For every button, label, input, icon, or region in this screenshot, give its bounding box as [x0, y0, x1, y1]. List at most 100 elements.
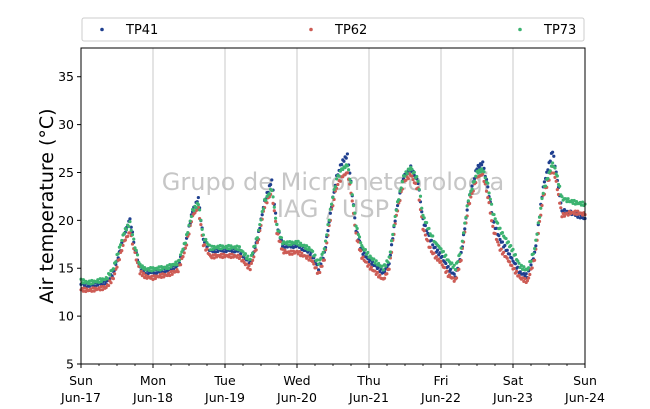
data-point: [530, 266, 534, 270]
data-point: [354, 231, 358, 235]
data-point: [493, 232, 497, 236]
data-point: [507, 260, 512, 264]
data-point: [388, 250, 392, 254]
data-point: [133, 246, 137, 250]
data-point: [422, 229, 426, 233]
data-point: [541, 191, 545, 195]
data-point: [558, 184, 562, 188]
data-point: [380, 264, 384, 268]
data-point: [342, 159, 346, 163]
data-point: [378, 273, 382, 277]
data-series: [79, 150, 587, 294]
data-point: [387, 255, 391, 259]
data-point: [460, 239, 464, 243]
data-point: [281, 244, 285, 248]
data-point: [511, 247, 515, 251]
x-tick-label-day: Thu: [356, 373, 380, 388]
data-point: [99, 284, 103, 289]
data-point: [307, 245, 311, 250]
data-point: [562, 208, 567, 212]
data-point: [289, 245, 293, 249]
data-point: [253, 244, 257, 248]
data-point: [89, 287, 93, 291]
data-point: [406, 177, 410, 181]
data-point: [467, 201, 472, 206]
data-point: [459, 246, 463, 250]
data-point: [291, 245, 295, 250]
data-point: [249, 261, 253, 266]
data-point: [474, 174, 478, 178]
data-point: [180, 250, 184, 254]
data-point: [248, 257, 252, 261]
data-point: [444, 261, 448, 266]
data-point: [234, 247, 238, 251]
data-point: [472, 179, 477, 183]
data-point: [192, 208, 196, 213]
data-point: [535, 232, 539, 236]
data-point: [513, 262, 518, 266]
data-point: [464, 215, 468, 220]
data-point: [465, 208, 469, 212]
data-point: [477, 165, 481, 169]
data-point: [345, 171, 349, 175]
data-point: [361, 255, 365, 259]
data-point: [366, 250, 370, 255]
data-point: [529, 259, 533, 263]
data-point: [322, 258, 326, 262]
y-axis: 5 10 15 20 25 30 35: [58, 69, 81, 372]
data-point: [183, 246, 187, 250]
data-point: [321, 250, 325, 254]
data-point: [555, 188, 559, 192]
data-point: [391, 232, 395, 237]
data-point: [523, 274, 527, 278]
data-point: [467, 193, 472, 197]
data-point: [269, 182, 273, 187]
data-point: [108, 273, 112, 277]
data-point: [496, 240, 500, 244]
data-point: [543, 184, 548, 188]
data-point: [158, 273, 162, 277]
data-point: [345, 152, 349, 156]
data-point: [497, 243, 501, 247]
data-point: [531, 252, 536, 256]
data-point: [129, 225, 133, 229]
x-tick-label-date: Jun-20: [276, 390, 317, 405]
data-point: [230, 250, 234, 254]
data-point: [210, 256, 214, 260]
x-tick-label-date: Jun-22: [420, 390, 461, 405]
data-point: [425, 220, 429, 225]
x-tick-label-date: Jun-19: [204, 390, 245, 405]
data-point: [389, 243, 394, 247]
y-tick-label: 35: [58, 69, 74, 84]
data-point: [537, 215, 542, 219]
data-point: [570, 198, 574, 203]
data-point: [481, 172, 485, 176]
data-point: [216, 244, 220, 248]
data-point: [99, 279, 103, 284]
data-point: [189, 214, 193, 219]
data-point: [521, 276, 525, 280]
data-point: [348, 177, 352, 181]
data-point: [357, 235, 362, 239]
data-point: [117, 257, 121, 262]
data-point: [84, 289, 88, 294]
data-point: [92, 289, 96, 293]
y-axis-label: Air temperature (°C): [36, 108, 58, 303]
data-point: [333, 185, 337, 189]
data-point: [91, 286, 95, 290]
data-point: [328, 207, 332, 211]
data-point: [260, 213, 264, 217]
data-point: [105, 277, 109, 281]
data-point: [300, 247, 304, 252]
data-point: [415, 174, 419, 179]
x-tick-label-date: Jun-24: [564, 390, 605, 405]
data-point: [98, 277, 102, 281]
data-point: [257, 228, 261, 232]
data-point: [527, 276, 531, 280]
data-point: [205, 247, 209, 251]
data-point: [183, 241, 187, 245]
data-point: [335, 177, 339, 181]
data-point: [332, 188, 336, 192]
data-point: [509, 244, 513, 248]
data-point: [81, 278, 85, 282]
